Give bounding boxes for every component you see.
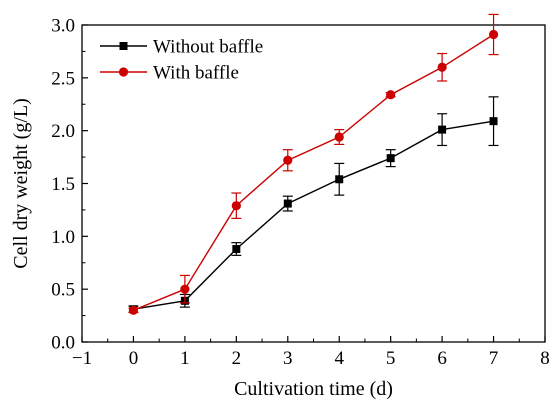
data-point: [128, 305, 139, 315]
x-tick-label: 7: [489, 348, 499, 369]
data-point: [232, 245, 241, 254]
legend-label: With baffle: [153, 63, 239, 84]
series-1: [128, 96, 499, 314]
y-tick-label: 2.5: [51, 68, 75, 89]
x-tick-label: 2: [232, 348, 242, 369]
series-line: [133, 120, 494, 310]
data-point: [386, 154, 395, 163]
axes: −1 0 1 2 3 4 5 6 7 8 0.0 0.5 1.0 1.5 2.0 2.5 3.0: [51, 16, 550, 370]
y-tick-label: 3.0: [51, 16, 75, 37]
legend-entry: With baffle: [100, 63, 239, 84]
x-tick-label: 4: [334, 348, 344, 369]
legend-label: Without baffle: [153, 37, 263, 58]
series-layer: [128, 13, 499, 315]
data-point: [386, 90, 396, 100]
y-tick-label: 0.5: [51, 280, 75, 301]
y-tick-label: 1.5: [51, 174, 75, 195]
y-tick-label: 2.0: [51, 121, 75, 142]
y-tick-label: 0.0: [51, 333, 75, 354]
x-tick-label: 3: [283, 348, 293, 369]
x-tick-label: 5: [386, 348, 396, 369]
data-point: [438, 125, 447, 134]
y-tick-label: 1.0: [51, 227, 75, 248]
series-line: [133, 33, 494, 311]
legend: Without baffle With baffle: [100, 37, 263, 84]
data-point: [334, 132, 344, 142]
data-point: [231, 201, 241, 211]
data-point: [488, 29, 499, 40]
x-tick-label: −1: [72, 348, 92, 369]
x-tick-label: 0: [129, 348, 139, 369]
data-point: [180, 284, 190, 294]
legend-marker: [119, 42, 128, 50]
y-axis-title: Cell dry weight (g/L): [10, 98, 32, 269]
data-point: [335, 175, 344, 184]
x-tick-label: 1: [180, 348, 190, 369]
data-point: [283, 199, 292, 208]
data-point: [489, 117, 498, 126]
legend-entry: Without baffle: [100, 37, 263, 58]
x-axis-title: Cultivation time (d): [234, 378, 393, 400]
legend-marker: [118, 67, 129, 77]
x-tick-label: 6: [437, 348, 447, 369]
series-2: [128, 13, 499, 315]
x-tick-label: 8: [540, 348, 550, 369]
data-point: [283, 155, 293, 165]
data-point: [437, 62, 447, 72]
plot-frame: [81, 24, 546, 343]
